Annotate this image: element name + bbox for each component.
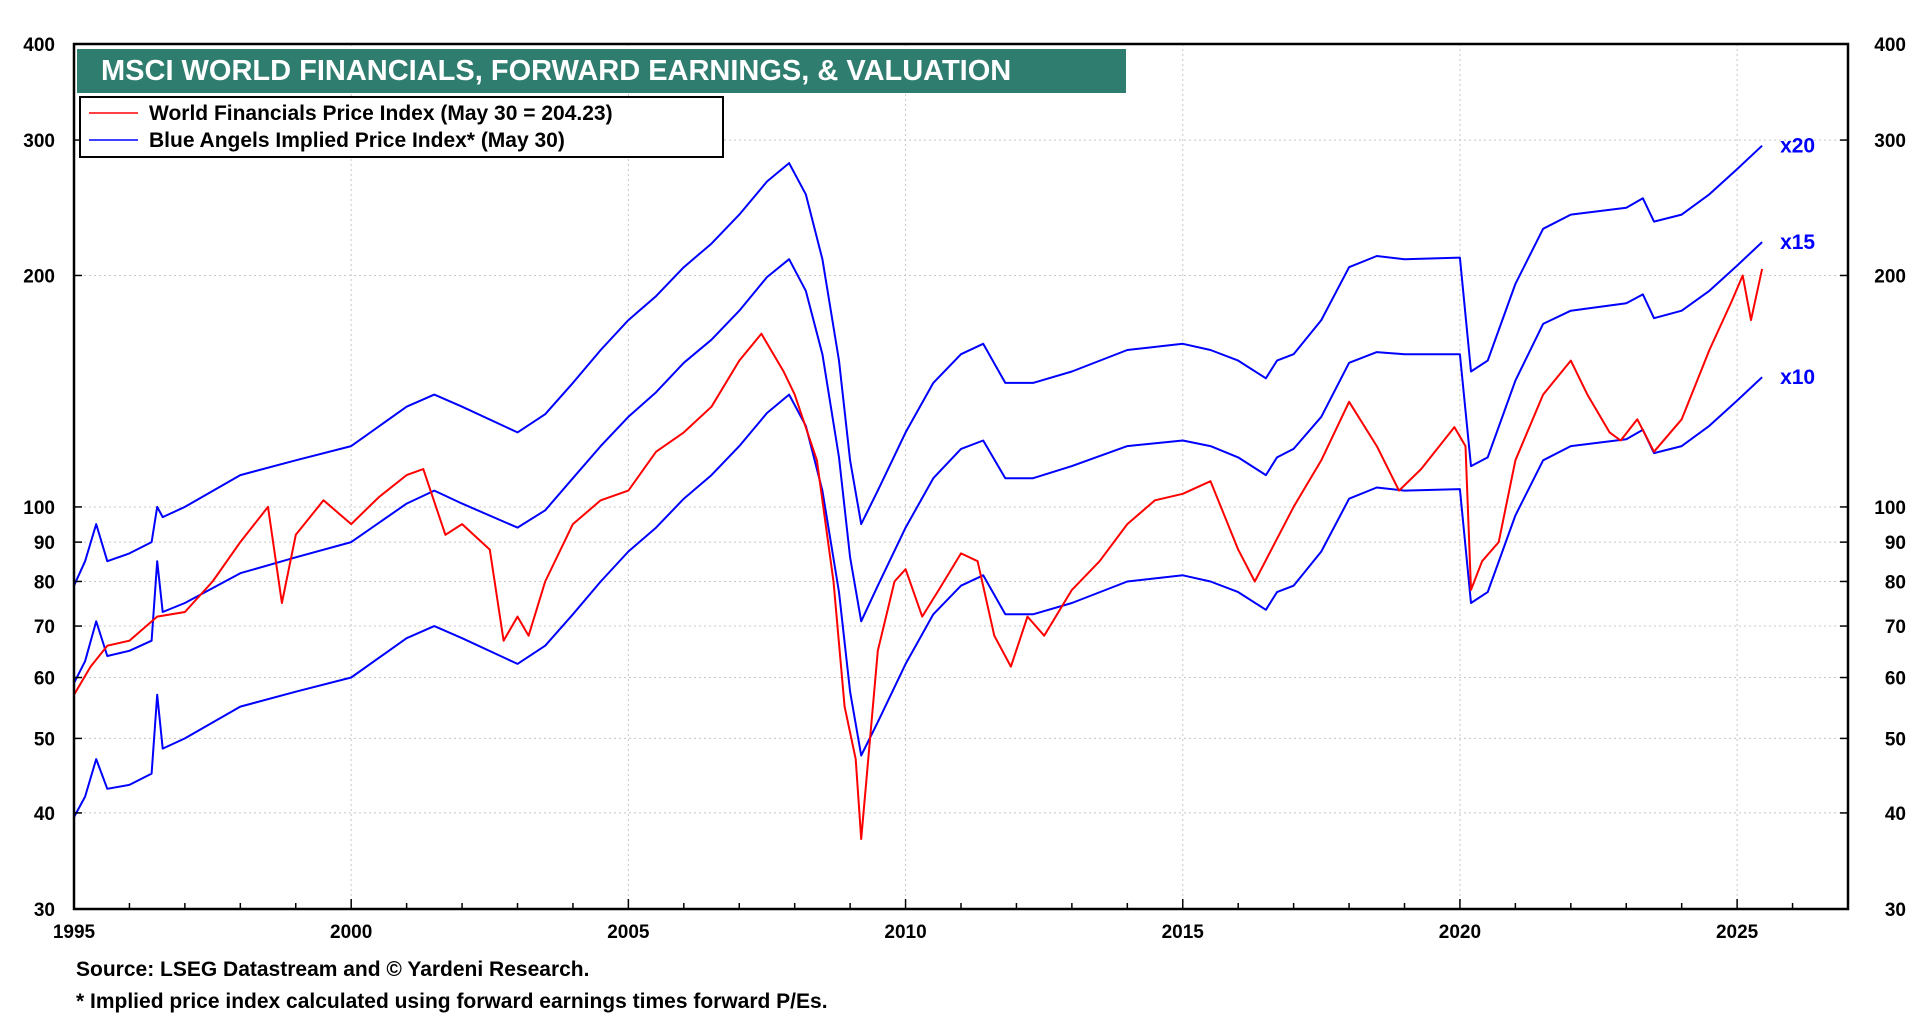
y-tick-label-right: 80 xyxy=(1885,572,1906,593)
source-note: Source: LSEG Datastream and © Yardeni Re… xyxy=(76,958,590,981)
y-tick-label-right: 200 xyxy=(1874,266,1906,287)
series-line-implied-price-index-x15 xyxy=(73,241,1763,684)
x-tick-label: 2025 xyxy=(1716,922,1759,943)
plot-frame xyxy=(72,42,1850,911)
series-line-world-financials-price-index xyxy=(73,268,1764,840)
title-background xyxy=(77,49,1126,93)
y-tick-label-left: 200 xyxy=(23,266,55,287)
y-tick-label-right: 90 xyxy=(1885,533,1906,554)
legend-label-price: World Financials Price Index (May 30 = 2… xyxy=(149,102,613,125)
y-tick-label-left: 30 xyxy=(34,900,55,921)
x-tick-label: 2000 xyxy=(330,922,372,943)
grid xyxy=(74,44,1848,909)
y-tick-label-left: 40 xyxy=(34,804,55,825)
multiplier-label-x20: x20 xyxy=(1780,135,1815,158)
chart-title: MSCI WORLD FINANCIALS, FORWARD EARNINGS,… xyxy=(101,55,1011,87)
x-tick-label: 2005 xyxy=(607,922,650,943)
y-tick-label-right: 100 xyxy=(1874,498,1906,519)
y-tick-label-left: 60 xyxy=(34,669,55,690)
legend-frame xyxy=(79,96,724,158)
y-tick-label-right: 400 xyxy=(1874,35,1906,56)
x-tick-label: 1995 xyxy=(53,922,96,943)
legend-label-implied: Blue Angels Implied Price Index* (May 30… xyxy=(149,129,565,152)
series-line-implied-price-index-x20 xyxy=(73,144,1763,587)
y-tick-label-left: 80 xyxy=(34,572,55,593)
x-tick-label: 2010 xyxy=(884,922,926,943)
ticks: 1995 2000 2005 2010 2015 2020 2025 30 30 40 40 50 50… xyxy=(23,35,1906,943)
x-tick-label: 2020 xyxy=(1439,922,1481,943)
title-box: MSCI WORLD FINANCIALS, FORWARD EARNINGS,… xyxy=(77,49,1126,93)
implied-note: * Implied price index calculated using f… xyxy=(76,990,828,1013)
multiplier-label-x15: x15 xyxy=(1780,231,1815,254)
x-tick-label: 2015 xyxy=(1162,922,1205,943)
y-tick-label-left: 70 xyxy=(34,617,55,638)
y-tick-label-left: 300 xyxy=(23,131,55,152)
y-tick-label-right: 50 xyxy=(1885,729,1906,750)
series-layer xyxy=(73,144,1764,840)
y-tick-label-right: 60 xyxy=(1885,669,1906,690)
legend: World Financials Price Index (May 30 = 2… xyxy=(79,96,724,158)
y-tick-label-right: 70 xyxy=(1885,617,1906,638)
y-tick-label-right: 40 xyxy=(1885,804,1906,825)
series-line-implied-price-index-x10 xyxy=(73,376,1763,818)
y-tick-label-left: 400 xyxy=(23,35,55,56)
y-tick-label-left: 90 xyxy=(34,533,55,554)
y-tick-label-right: 300 xyxy=(1874,131,1906,152)
multiplier-label-x10: x10 xyxy=(1780,366,1815,389)
y-tick-label-left: 100 xyxy=(23,498,55,519)
y-tick-label-left: 50 xyxy=(34,729,55,750)
annotations: x20 x15 x10 xyxy=(1780,135,1815,389)
y-tick-label-right: 30 xyxy=(1885,900,1906,921)
